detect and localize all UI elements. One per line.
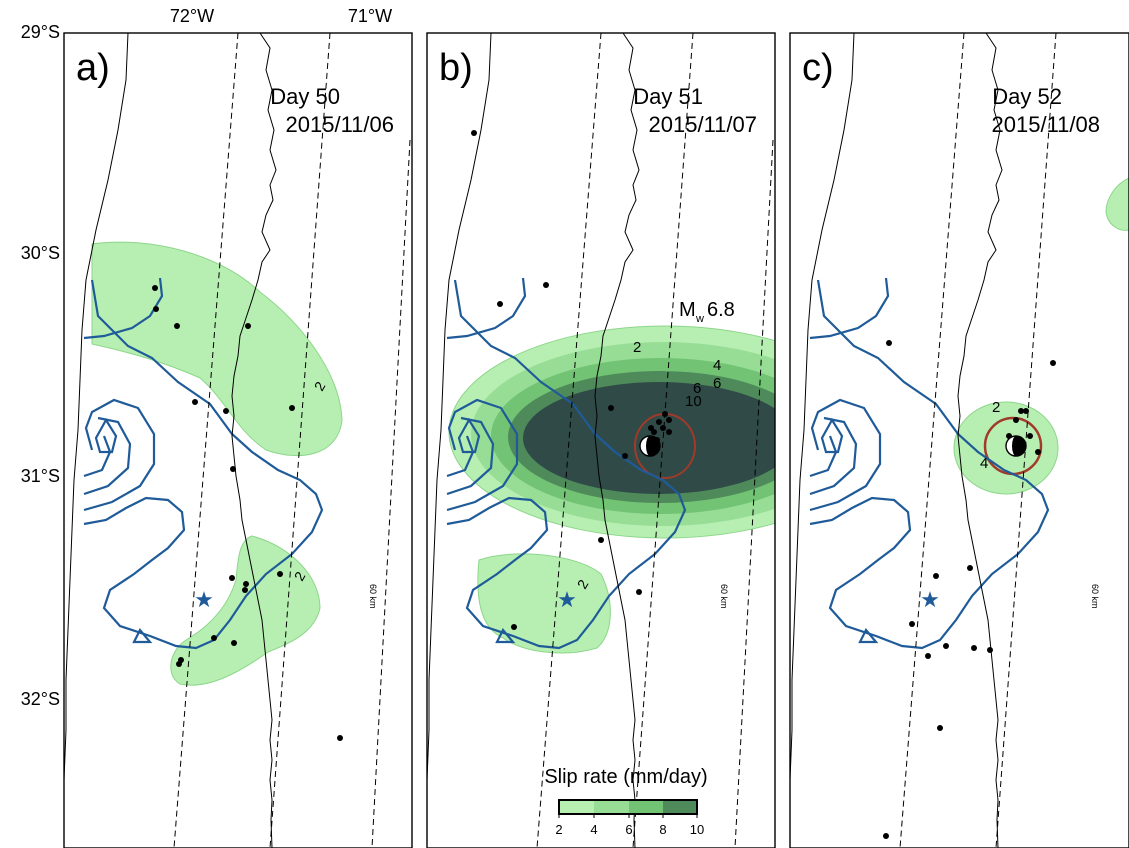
distance-label: 60 km bbox=[719, 584, 729, 609]
lat-axis: 29°S 30°S 31°S 32°S bbox=[21, 22, 60, 709]
lat-label-32: 32°S bbox=[21, 689, 60, 709]
panel-day: Day 51 bbox=[633, 84, 703, 109]
lon-label-72: 72°W bbox=[170, 6, 214, 26]
colorbar-tick: 4 bbox=[590, 822, 597, 837]
star-icon: ★ bbox=[194, 587, 214, 612]
colorbar-title: Slip rate (mm/day) bbox=[544, 766, 707, 788]
magnitude-label: M w 6.8 bbox=[679, 299, 735, 325]
panel-b: ★ 2 4 6 6 10 2 60 km M w 6.8 b) Day 51 2… bbox=[426, 32, 776, 848]
panel-c: ★ 2 4 60 km c) Day 52 2015/11/08 bbox=[789, 32, 1129, 848]
contour-label: 6 bbox=[713, 375, 721, 392]
panel-date: 2015/11/08 bbox=[992, 112, 1100, 137]
panel-letter: a) bbox=[76, 47, 110, 89]
panel-date: 2015/11/06 bbox=[286, 112, 394, 137]
lat-label-29: 29°S bbox=[21, 22, 60, 42]
slip-patch-north bbox=[91, 241, 343, 457]
contour-label: 4 bbox=[980, 455, 988, 472]
panel-day: Day 52 bbox=[992, 84, 1062, 109]
contour-label: 2 bbox=[633, 339, 641, 356]
lat-label-30: 30°S bbox=[21, 243, 60, 263]
svg-text:w: w bbox=[695, 313, 704, 325]
panel-day: Day 50 bbox=[270, 84, 340, 109]
colorbar-tick: 8 bbox=[659, 822, 666, 837]
beachball-icon bbox=[1005, 435, 1027, 457]
star-icon: ★ bbox=[920, 587, 940, 612]
lat-label-31: 31°S bbox=[21, 466, 60, 486]
panel-a: ★ 2 2 60 km a) Day 50 2015/11/06 bbox=[63, 32, 413, 848]
lon-axis: 72°W 71°W bbox=[170, 6, 392, 26]
panel-letter: c) bbox=[802, 47, 834, 89]
beachball-icon bbox=[639, 435, 661, 457]
colorbar-tick: 2 bbox=[555, 822, 562, 837]
contour-label: 6 bbox=[693, 380, 701, 397]
contour-label: 10 bbox=[685, 393, 702, 410]
colorbar: Slip rate (mm/day) 2 4 6 8 10 bbox=[544, 766, 707, 837]
colorbar-tick: 6 bbox=[625, 822, 632, 837]
svg-text:M: M bbox=[679, 299, 696, 321]
contour-label: 4 bbox=[713, 357, 721, 374]
panel-letter: b) bbox=[439, 47, 473, 89]
panel-date: 2015/11/07 bbox=[649, 112, 757, 137]
lon-label-71: 71°W bbox=[348, 6, 392, 26]
slip-patch-east bbox=[1105, 177, 1129, 231]
star-icon: ★ bbox=[557, 587, 577, 612]
contour-label: 2 bbox=[992, 399, 1000, 416]
distance-label: 60 km bbox=[1090, 584, 1100, 609]
svg-text:6.8: 6.8 bbox=[707, 299, 735, 321]
colorbar-tick: 10 bbox=[690, 822, 704, 837]
distance-label: 60 km bbox=[368, 584, 378, 609]
